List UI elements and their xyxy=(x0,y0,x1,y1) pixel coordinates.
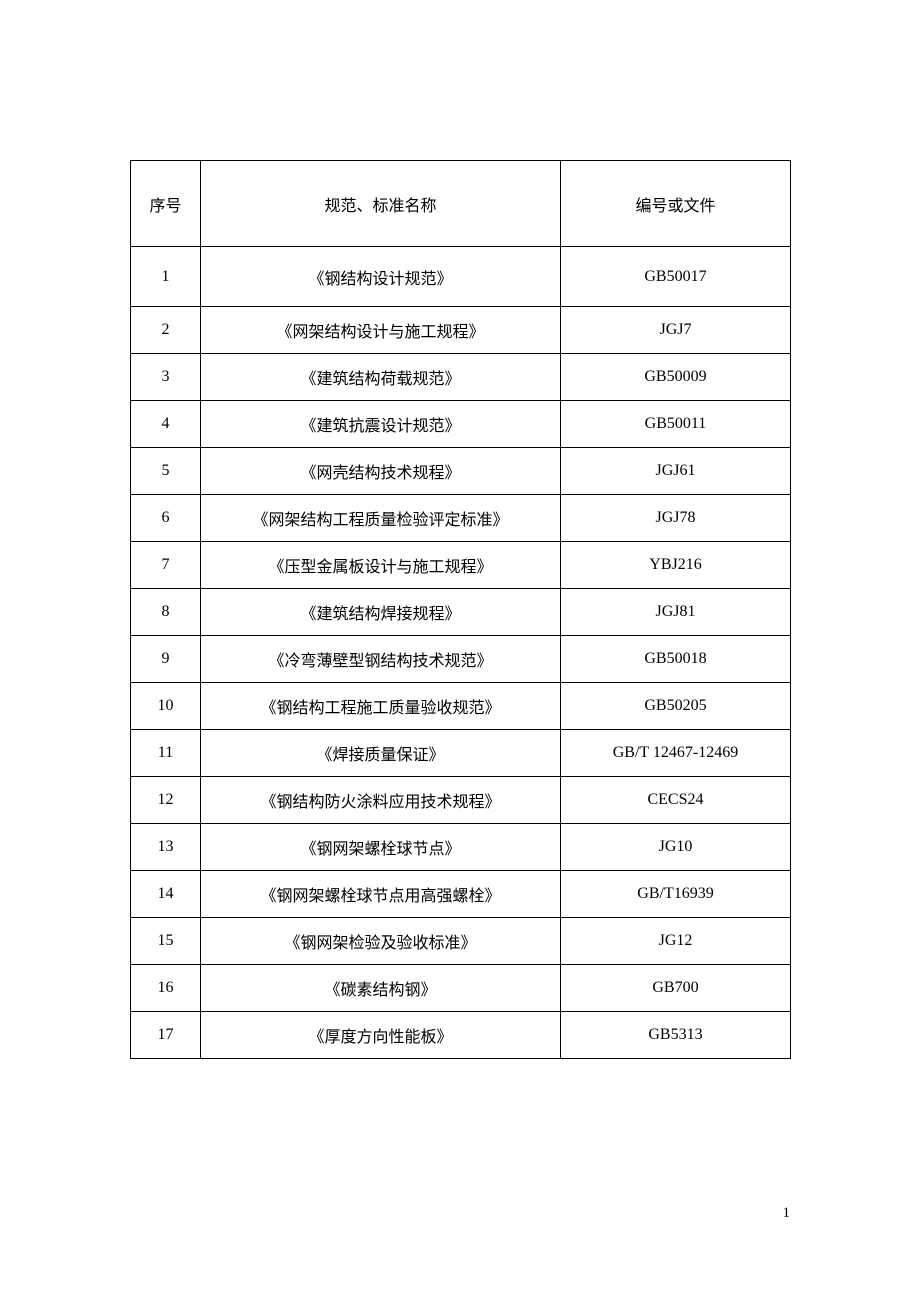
cell-name: 《网壳结构技术规程》 xyxy=(201,448,561,495)
cell-name: 《碳素结构钢》 xyxy=(201,965,561,1012)
cell-seq: 5 xyxy=(131,448,201,495)
cell-seq: 16 xyxy=(131,965,201,1012)
table-row: 12 《钢结构防火涂料应用技术规程》 CECS24 xyxy=(131,777,791,824)
cell-name: 《压型金属板设计与施工规程》 xyxy=(201,542,561,589)
cell-code: GB50205 xyxy=(561,683,791,730)
cell-name: 《网架结构工程质量检验评定标准》 xyxy=(201,495,561,542)
page-number: 1 xyxy=(783,1205,791,1222)
cell-code: JGJ81 xyxy=(561,589,791,636)
table-header-row: 序号 规范、标准名称 编号或文件 xyxy=(131,161,791,247)
table-row: 2 《网架结构设计与施工规程》 JGJ7 xyxy=(131,307,791,354)
table-row: 1 《钢结构设计规范》 GB50017 xyxy=(131,247,791,307)
cell-code: GB50011 xyxy=(561,401,791,448)
cell-seq: 2 xyxy=(131,307,201,354)
cell-seq: 6 xyxy=(131,495,201,542)
cell-name: 《钢网架螺栓球节点用高强螺栓》 xyxy=(201,871,561,918)
cell-code: JG12 xyxy=(561,918,791,965)
cell-name: 《厚度方向性能板》 xyxy=(201,1012,561,1059)
cell-name: 《建筑结构焊接规程》 xyxy=(201,589,561,636)
table-row: 6 《网架结构工程质量检验评定标准》 JGJ78 xyxy=(131,495,791,542)
cell-code: GB50017 xyxy=(561,247,791,307)
table-row: 11 《焊接质量保证》 GB/T 12467-12469 xyxy=(131,730,791,777)
cell-name: 《钢结构防火涂料应用技术规程》 xyxy=(201,777,561,824)
cell-name: 《钢网架螺栓球节点》 xyxy=(201,824,561,871)
header-name: 规范、标准名称 xyxy=(201,161,561,247)
table-row: 16 《碳素结构钢》 GB700 xyxy=(131,965,791,1012)
cell-code: JGJ7 xyxy=(561,307,791,354)
standards-table: 序号 规范、标准名称 编号或文件 1 《钢结构设计规范》 GB50017 2 《… xyxy=(130,160,791,1059)
cell-code: YBJ216 xyxy=(561,542,791,589)
cell-code: JGJ61 xyxy=(561,448,791,495)
cell-code: JG10 xyxy=(561,824,791,871)
cell-name: 《网架结构设计与施工规程》 xyxy=(201,307,561,354)
cell-seq: 7 xyxy=(131,542,201,589)
cell-name: 《钢结构设计规范》 xyxy=(201,247,561,307)
cell-name: 《建筑抗震设计规范》 xyxy=(201,401,561,448)
table-row: 7 《压型金属板设计与施工规程》 YBJ216 xyxy=(131,542,791,589)
cell-code: GB5313 xyxy=(561,1012,791,1059)
cell-seq: 17 xyxy=(131,1012,201,1059)
cell-code: GB/T16939 xyxy=(561,871,791,918)
cell-name: 《钢结构工程施工质量验收规范》 xyxy=(201,683,561,730)
table-row: 15 《钢网架检验及验收标准》 JG12 xyxy=(131,918,791,965)
cell-name: 《焊接质量保证》 xyxy=(201,730,561,777)
table-row: 13 《钢网架螺栓球节点》 JG10 xyxy=(131,824,791,871)
cell-code: CECS24 xyxy=(561,777,791,824)
table-row: 3 《建筑结构荷载规范》 GB50009 xyxy=(131,354,791,401)
cell-code: GB700 xyxy=(561,965,791,1012)
table-body: 1 《钢结构设计规范》 GB50017 2 《网架结构设计与施工规程》 JGJ7… xyxy=(131,247,791,1059)
cell-name: 《建筑结构荷载规范》 xyxy=(201,354,561,401)
cell-seq: 13 xyxy=(131,824,201,871)
cell-name: 《冷弯薄壁型钢结构技术规范》 xyxy=(201,636,561,683)
cell-name: 《钢网架检验及验收标准》 xyxy=(201,918,561,965)
table-row: 8 《建筑结构焊接规程》 JGJ81 xyxy=(131,589,791,636)
cell-code: JGJ78 xyxy=(561,495,791,542)
cell-code: GB/T 12467-12469 xyxy=(561,730,791,777)
table-row: 17 《厚度方向性能板》 GB5313 xyxy=(131,1012,791,1059)
table-row: 4 《建筑抗震设计规范》 GB50011 xyxy=(131,401,791,448)
cell-seq: 14 xyxy=(131,871,201,918)
cell-seq: 12 xyxy=(131,777,201,824)
table-row: 5 《网壳结构技术规程》 JGJ61 xyxy=(131,448,791,495)
cell-code: GB50018 xyxy=(561,636,791,683)
cell-seq: 15 xyxy=(131,918,201,965)
cell-seq: 1 xyxy=(131,247,201,307)
cell-seq: 9 xyxy=(131,636,201,683)
header-seq: 序号 xyxy=(131,161,201,247)
cell-seq: 8 xyxy=(131,589,201,636)
table-row: 9 《冷弯薄壁型钢结构技术规范》 GB50018 xyxy=(131,636,791,683)
cell-seq: 11 xyxy=(131,730,201,777)
cell-seq: 3 xyxy=(131,354,201,401)
page-container: 序号 规范、标准名称 编号或文件 1 《钢结构设计规范》 GB50017 2 《… xyxy=(0,0,920,1059)
cell-seq: 10 xyxy=(131,683,201,730)
cell-code: GB50009 xyxy=(561,354,791,401)
header-code: 编号或文件 xyxy=(561,161,791,247)
table-row: 10 《钢结构工程施工质量验收规范》 GB50205 xyxy=(131,683,791,730)
cell-seq: 4 xyxy=(131,401,201,448)
table-row: 14 《钢网架螺栓球节点用高强螺栓》 GB/T16939 xyxy=(131,871,791,918)
